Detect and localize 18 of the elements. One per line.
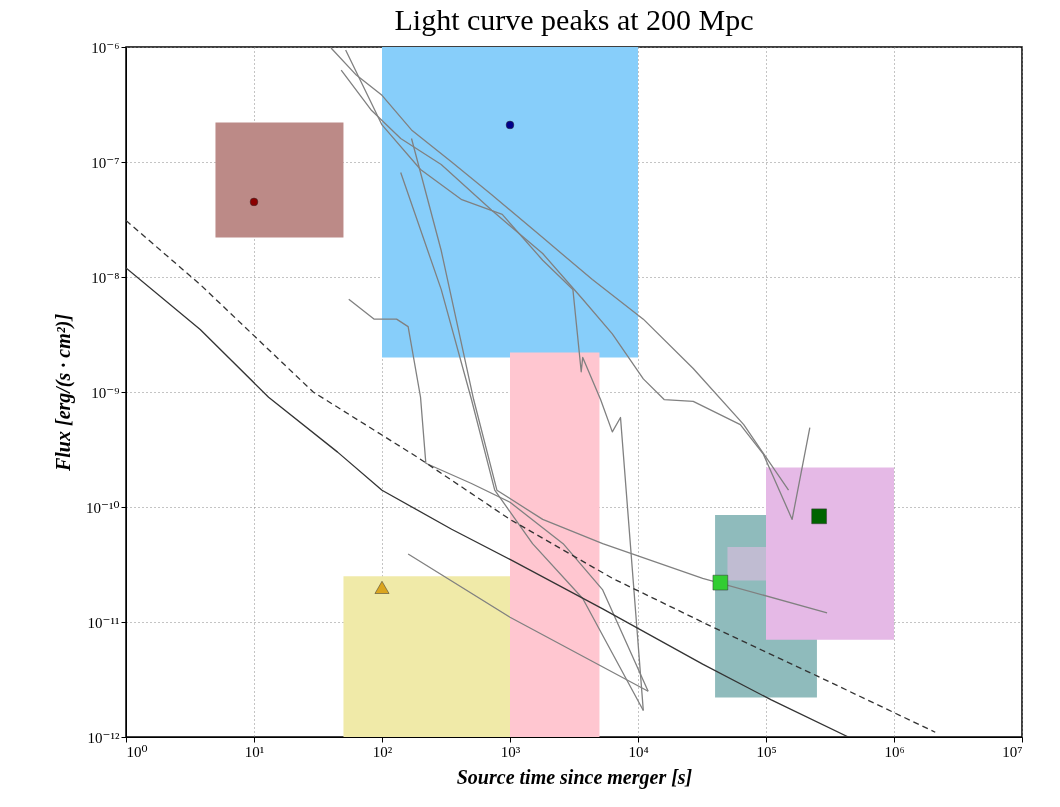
x-tick-label: 10¹ [244, 743, 265, 760]
x-tick-label: 10² [372, 743, 393, 760]
x-tick-label: 10⁴ [628, 743, 649, 760]
y-tick-label: 10⁻¹⁰ [86, 499, 120, 516]
x-tick-label: 10⁰ [126, 743, 148, 760]
x-tick-label: 10⁵ [756, 743, 777, 760]
chart-title: Light curve peaks at 200 Mpc [394, 3, 754, 36]
y-tick-label: 10⁻¹¹ [87, 614, 120, 631]
x-tick-label: 10⁶ [884, 743, 905, 760]
y-tick-label: 10⁻⁶ [91, 39, 120, 56]
x-tick-label: 10⁷ [1002, 743, 1023, 760]
y-axis-title: Flux [erg/(s · cm²)] [52, 313, 76, 473]
y-tick-label: 10⁻⁷ [91, 154, 120, 171]
y-tick-label: 10⁻¹² [87, 729, 120, 746]
y-tick-label: 10⁻⁸ [91, 269, 120, 286]
x-tick-label: 10³ [500, 743, 521, 760]
x-axis-title: Source time since merger [s] [456, 765, 693, 789]
y-tick-label: 10⁻⁹ [91, 384, 120, 401]
